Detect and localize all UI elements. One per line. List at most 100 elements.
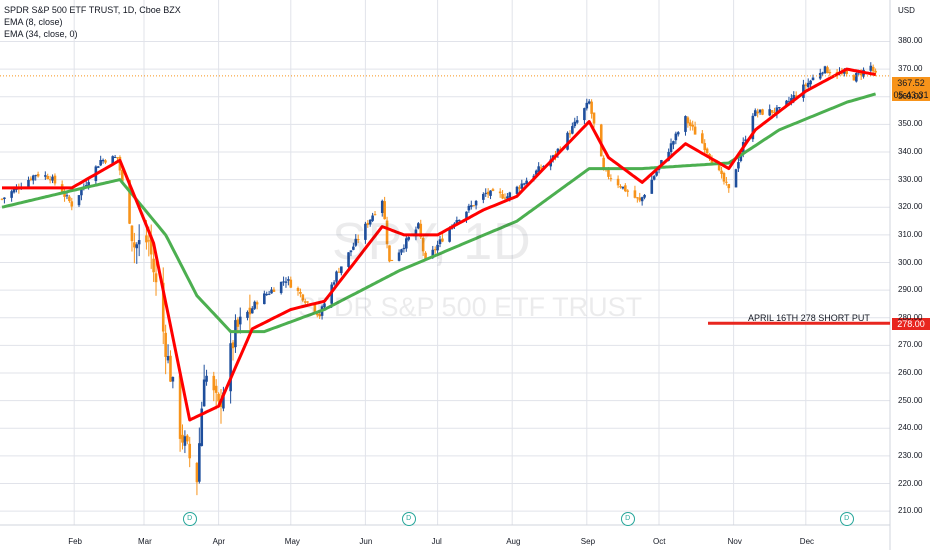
- candle-body: [113, 157, 117, 159]
- candle-body: [152, 258, 155, 273]
- candle-body: [773, 111, 776, 113]
- candle-body: [212, 375, 216, 391]
- candle-body: [602, 157, 605, 170]
- candle-body: [537, 166, 540, 172]
- candle-body: [792, 95, 796, 100]
- candle-body: [667, 151, 670, 161]
- candle-body: [70, 201, 74, 207]
- candle-body: [53, 175, 57, 184]
- candle-body: [828, 72, 832, 74]
- candle-body: [436, 244, 439, 251]
- candle-body: [99, 159, 102, 166]
- candle-body: [503, 197, 507, 199]
- candle-body: [178, 375, 182, 439]
- candle-body: [583, 108, 586, 121]
- price-tick-label: 380.00: [898, 36, 923, 46]
- candle-body: [756, 111, 759, 114]
- currency-label: USD: [898, 6, 915, 15]
- candle-body: [727, 184, 731, 189]
- candle-body: [778, 107, 781, 109]
- candle-body: [229, 343, 232, 392]
- candle-body: [383, 201, 386, 220]
- dividend-marker[interactable]: D: [401, 512, 416, 526]
- candle-body: [845, 70, 849, 75]
- candle-body: [161, 282, 165, 332]
- candle-body: [87, 182, 90, 187]
- candle-body: [0, 198, 4, 200]
- candle-body: [385, 220, 389, 244]
- ema-slow-legend[interactable]: EMA (34, close, 0): [4, 29, 78, 39]
- price-tick-label: 300.00: [898, 257, 923, 267]
- candle-body: [279, 281, 283, 294]
- candle-body: [758, 109, 762, 113]
- level-annotation[interactable]: APRIL 16TH 278 SHORT PUT: [748, 313, 870, 323]
- candle-body: [255, 302, 259, 305]
- dividend-marker[interactable]: D: [182, 512, 197, 526]
- candle-body: [289, 279, 293, 288]
- candle-body: [498, 191, 502, 194]
- candle-body: [720, 170, 723, 174]
- candle-body: [164, 332, 167, 357]
- candle-body: [768, 109, 772, 116]
- candle-body: [80, 189, 83, 196]
- candle-body: [811, 77, 815, 81]
- candle-body: [135, 244, 139, 249]
- candle-body: [421, 238, 425, 252]
- candle-body: [356, 239, 360, 241]
- candle-body: [169, 355, 172, 382]
- candle-body: [744, 139, 747, 142]
- candle-body: [130, 225, 134, 242]
- candle-body: [701, 133, 704, 144]
- candle-body: [183, 436, 187, 446]
- candle-body: [407, 237, 411, 240]
- ema-fast-legend[interactable]: EMA (8, close): [4, 17, 63, 27]
- candle-body: [869, 65, 873, 71]
- candle-body: [474, 200, 478, 206]
- candle-body: [501, 194, 504, 199]
- candle-body: [465, 211, 468, 220]
- candle-body: [508, 192, 512, 198]
- candle-body: [36, 174, 40, 177]
- price-tick-label: 270.00: [898, 340, 923, 350]
- candle-body: [270, 289, 273, 294]
- candle-body: [48, 179, 52, 181]
- candle-body: [347, 252, 350, 267]
- price-tick-label: 310.00: [898, 229, 923, 239]
- ema-slow-line: [1, 92, 877, 334]
- candle-body: [534, 170, 538, 175]
- candle-body: [417, 223, 420, 229]
- candle-body: [306, 301, 309, 303]
- dividend-marker[interactable]: D: [839, 512, 854, 526]
- candle-body: [542, 166, 545, 168]
- time-tick-label: Apr: [212, 537, 226, 546]
- candle-body: [238, 316, 242, 325]
- bar-countdown-tag: 05:43:31: [892, 89, 930, 101]
- candle-body: [633, 190, 637, 198]
- candle-body: [467, 205, 471, 211]
- candle-body: [51, 176, 54, 181]
- price-tick-label: 240.00: [898, 423, 923, 433]
- chart-title: SPDR S&P 500 ETF TRUST, 1D, Cboe BZX: [4, 5, 181, 15]
- time-tick-label: Jul: [431, 537, 442, 546]
- candle-body: [29, 178, 33, 180]
- candle-body: [806, 82, 810, 87]
- candle-body: [217, 393, 220, 402]
- candle-body: [77, 195, 81, 206]
- price-tick-label: 290.00: [898, 285, 923, 295]
- candle-body: [68, 196, 71, 202]
- candle-body: [809, 80, 812, 85]
- candle-body: [352, 246, 355, 250]
- candle-body: [263, 293, 266, 305]
- candle-body: [804, 84, 808, 86]
- candle-body: [722, 172, 726, 182]
- candle-body: [34, 175, 37, 177]
- candle-body: [145, 235, 148, 243]
- candle-body: [592, 112, 596, 124]
- candle-body: [568, 133, 572, 135]
- dividend-marker[interactable]: D: [620, 512, 635, 526]
- last-price-tag: 367.52: [892, 77, 930, 89]
- candle-body: [441, 238, 444, 242]
- candle-body: [818, 73, 822, 79]
- candle-body: [12, 188, 16, 193]
